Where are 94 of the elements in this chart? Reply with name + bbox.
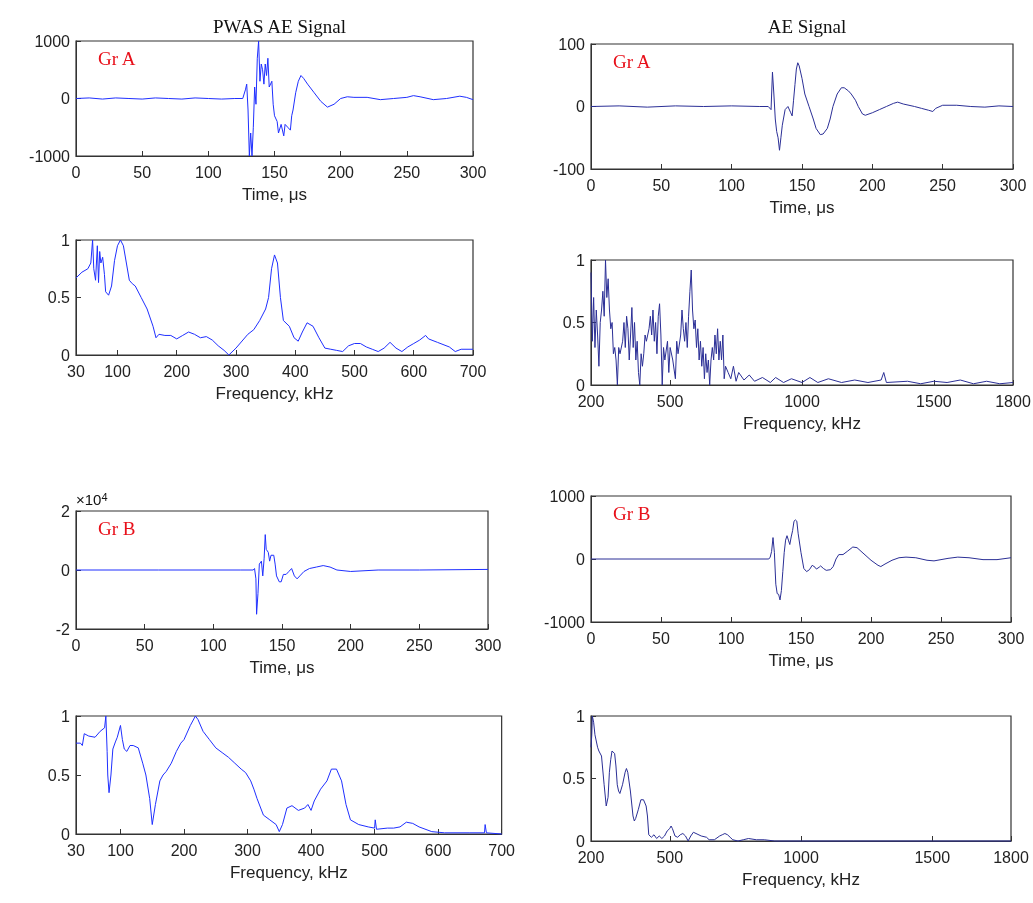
y-tick-label: 1	[61, 231, 71, 249]
x-tick-label: 200	[857, 629, 885, 647]
y-tick-label: 0.5	[47, 289, 71, 306]
annotation: Gr B	[98, 518, 136, 539]
line-series	[75, 534, 489, 615]
x-tick-label: 600	[400, 362, 428, 380]
x-tick-label: 1000	[784, 392, 820, 410]
x-axis-title: Time, μs	[769, 198, 835, 217]
y-tick-label: 0	[61, 825, 71, 843]
y-tick-label: -100	[552, 160, 586, 178]
x-tick-label: 150	[787, 629, 815, 647]
x-tick-label: 150	[261, 163, 288, 181]
y-tick-label: 0.5	[47, 766, 71, 784]
y-tick-label: -1000	[544, 613, 586, 631]
x-tick-label: 500	[341, 362, 368, 380]
x-tick-label: 700	[488, 841, 516, 859]
x-tick-label: 50	[135, 636, 154, 654]
x-tick-label: 1500	[916, 392, 952, 410]
chart-title: PWAS AE Signal	[212, 16, 347, 37]
x-tick-label: 100	[718, 176, 746, 194]
x-tick-label: 700	[459, 362, 487, 380]
y-tick-label: 1000	[34, 32, 71, 50]
x-tick-label: 300	[222, 362, 250, 380]
y-tick-label: 0	[576, 550, 586, 568]
x-tick-label: 250	[405, 636, 433, 654]
x-tick-label: 30	[67, 362, 85, 380]
x-tick-label: 200	[170, 841, 198, 859]
x-axis-title: Time, μs	[242, 185, 307, 204]
y-tick-label: 1	[576, 707, 586, 725]
x-tick-label: 1500	[914, 848, 951, 866]
x-axis-title: Frequency, kHz	[229, 863, 348, 882]
annotation: Gr A	[98, 48, 136, 69]
y-tick-label: 1000	[549, 487, 586, 505]
chart-title: AE Signal	[767, 16, 847, 37]
x-tick-label: 200	[163, 362, 191, 380]
x-tick-label: 300	[997, 629, 1025, 647]
x-tick-label: 100	[194, 163, 222, 181]
x-tick-label: 500	[361, 841, 389, 859]
x-tick-label: 50	[652, 629, 670, 647]
x-tick-label: 500	[656, 848, 684, 866]
x-tick-label: 200	[577, 392, 605, 410]
y-tick-label: -2	[55, 620, 71, 638]
x-tick-label: 200	[858, 176, 886, 194]
y-tick-label: 100	[558, 35, 586, 53]
x-tick-label: 100	[199, 636, 227, 654]
y-tick-label: 0	[576, 376, 586, 394]
x-tick-label: 50	[133, 163, 152, 181]
x-tick-label: 150	[788, 176, 816, 194]
x-axis-title: Time, μs	[768, 651, 834, 670]
y-tick-label: 0	[61, 561, 71, 579]
line-series	[75, 239, 474, 356]
y-tick-label: 1	[576, 251, 586, 269]
x-tick-label: 200	[577, 848, 605, 866]
x-tick-label: 250	[927, 629, 955, 647]
annotation: Gr B	[613, 503, 651, 524]
y-tick-label: 1	[61, 707, 71, 725]
x-tick-label: 100	[107, 841, 134, 859]
x-tick-label: 100	[717, 629, 745, 647]
x-tick-label: 50	[652, 176, 671, 194]
x-tick-label: 250	[393, 163, 421, 181]
annotation: Gr A	[613, 51, 651, 72]
x-tick-label: 200	[337, 636, 365, 654]
x-tick-label: 1800	[995, 392, 1031, 410]
x-tick-label: 400	[297, 841, 325, 859]
x-axis-title: Frequency, kHz	[742, 870, 860, 889]
x-tick-label: 500	[656, 392, 684, 410]
line-series	[590, 259, 1014, 386]
x-tick-label: 1800	[993, 848, 1029, 866]
line-series	[75, 715, 503, 835]
x-tick-label: 30	[67, 841, 85, 859]
x-tick-label: 150	[268, 636, 296, 654]
x-tick-label: 100	[104, 362, 131, 380]
y-tick-label: 0	[576, 98, 586, 115]
x-axis-title: Frequency, kHz	[743, 414, 861, 433]
x-tick-label: 250	[929, 176, 957, 194]
x-tick-label: 600	[424, 841, 452, 859]
x-tick-label: 300	[234, 841, 261, 859]
line-series	[75, 40, 474, 157]
y-tick-label: 0	[61, 90, 71, 107]
x-tick-label: 200	[327, 163, 355, 181]
y-tick-label: 0.5	[562, 314, 586, 331]
line-series	[590, 715, 1012, 842]
x-axis-title: Time, μs	[249, 658, 315, 677]
y-tick-label: -1000	[29, 147, 71, 165]
x-axis-title: Frequency, kHz	[215, 384, 334, 403]
y-tick-label: 2	[61, 502, 71, 520]
x-tick-label: 1000	[783, 848, 819, 866]
line-series	[590, 519, 1012, 601]
y-tick-label: 0.5	[562, 770, 586, 787]
x-tick-label: 300	[999, 176, 1027, 194]
y-tick-label: 0	[61, 346, 71, 364]
x-tick-label: 300	[459, 163, 487, 181]
x-tick-label: 300	[474, 636, 502, 654]
x-tick-label: 400	[281, 362, 309, 380]
